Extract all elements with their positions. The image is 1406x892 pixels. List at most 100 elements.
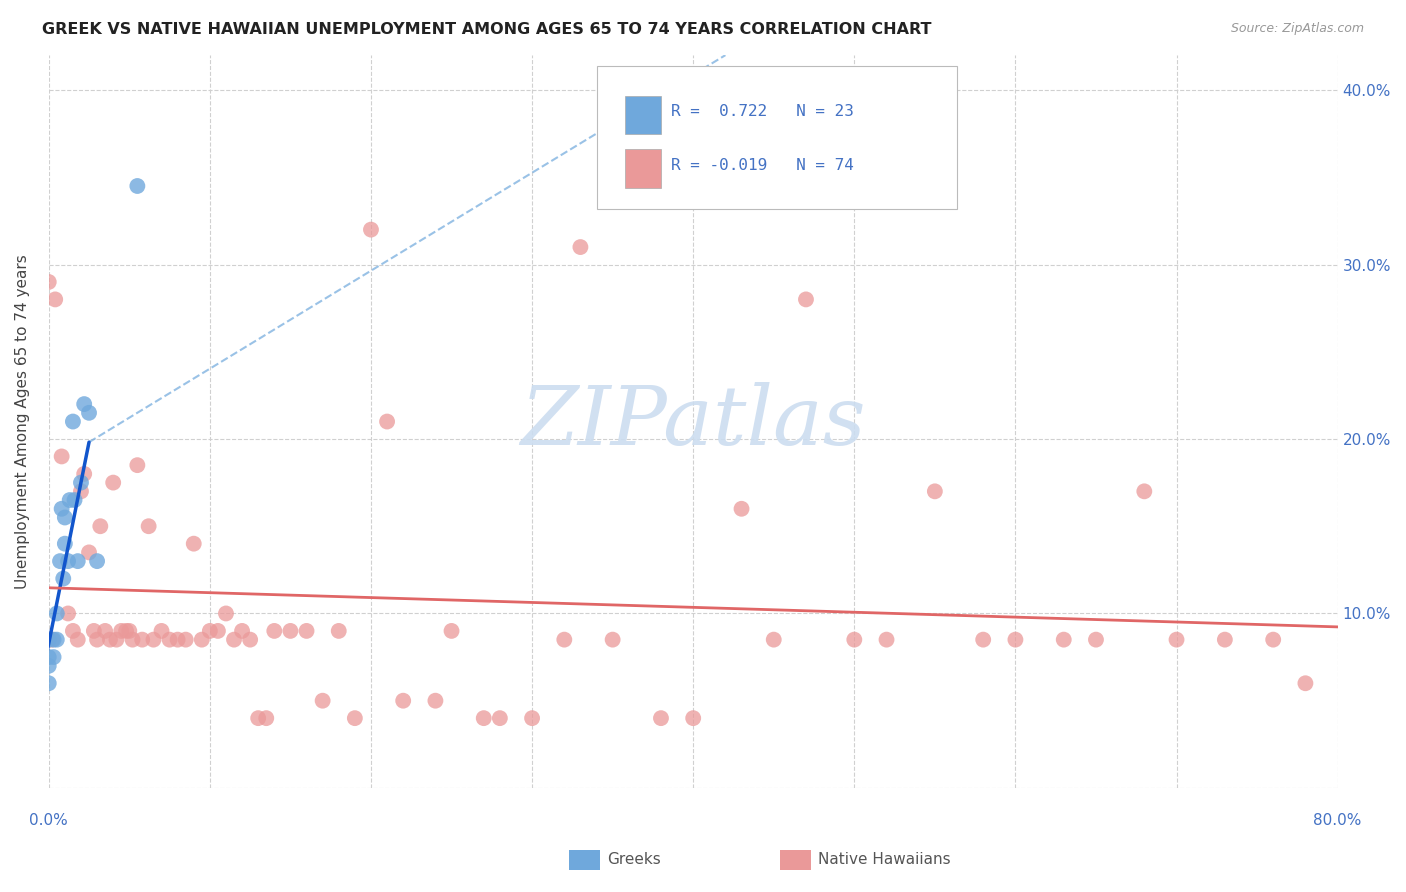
Point <box>38 632 60 647</box>
Point <box>45 632 67 647</box>
Point <box>924 484 946 499</box>
Point <box>375 415 398 429</box>
Point <box>42 650 65 665</box>
Point <box>59 493 82 508</box>
Point <box>1294 676 1316 690</box>
Point <box>115 624 138 638</box>
Point <box>207 624 229 638</box>
Point <box>103 475 125 490</box>
Point <box>56 554 79 568</box>
FancyBboxPatch shape <box>624 149 661 188</box>
Point <box>174 632 197 647</box>
Text: ZIPatlas: ZIPatlas <box>520 382 866 461</box>
Point <box>876 632 898 647</box>
Point <box>138 519 160 533</box>
Point <box>38 658 60 673</box>
Text: 80.0%: 80.0% <box>1313 813 1362 828</box>
Point <box>682 711 704 725</box>
Point <box>191 632 214 647</box>
Point <box>66 554 89 568</box>
Point <box>972 632 994 647</box>
Point <box>1263 632 1285 647</box>
Y-axis label: Unemployment Among Ages 65 to 74 years: Unemployment Among Ages 65 to 74 years <box>15 254 30 589</box>
Point <box>89 519 111 533</box>
Point <box>63 493 86 508</box>
Point <box>328 624 350 638</box>
Point <box>45 607 67 621</box>
Point <box>118 624 141 638</box>
Point <box>650 711 672 725</box>
Point <box>602 632 624 647</box>
Point <box>94 624 117 638</box>
Point <box>198 624 221 638</box>
Point <box>38 275 60 289</box>
Point <box>56 607 79 621</box>
Point <box>183 536 205 550</box>
Text: 0.0%: 0.0% <box>30 813 67 828</box>
Point <box>343 711 366 725</box>
Point <box>730 501 752 516</box>
Point <box>77 406 100 420</box>
Point <box>38 676 60 690</box>
Point <box>38 650 60 665</box>
Point <box>1213 632 1236 647</box>
Point <box>392 694 415 708</box>
Point <box>73 467 96 481</box>
Text: Native Hawaiians: Native Hawaiians <box>818 853 950 867</box>
Point <box>98 632 121 647</box>
Point <box>794 293 817 307</box>
Point <box>247 711 270 725</box>
Point <box>1084 632 1107 647</box>
Point <box>360 222 382 236</box>
Point <box>70 484 93 499</box>
Point <box>38 632 60 647</box>
Point <box>41 632 63 647</box>
Point <box>105 632 128 647</box>
Point <box>263 624 285 638</box>
Point <box>1004 632 1026 647</box>
Point <box>489 711 512 725</box>
Point <box>166 632 188 647</box>
Point <box>762 632 785 647</box>
Text: Greeks: Greeks <box>607 853 661 867</box>
Point <box>239 632 262 647</box>
Point <box>53 536 76 550</box>
Point <box>231 624 253 638</box>
Point <box>86 632 108 647</box>
Point <box>425 694 447 708</box>
Point <box>77 545 100 559</box>
FancyBboxPatch shape <box>624 95 661 135</box>
Point <box>1133 484 1156 499</box>
Point <box>222 632 245 647</box>
Point <box>142 632 165 647</box>
Text: Source: ZipAtlas.com: Source: ZipAtlas.com <box>1230 22 1364 36</box>
Point <box>440 624 463 638</box>
Point <box>83 624 105 638</box>
Point <box>150 624 173 638</box>
Point <box>520 711 543 725</box>
Point <box>62 624 84 638</box>
Point <box>553 632 575 647</box>
Point <box>52 572 75 586</box>
Point <box>53 510 76 524</box>
Point <box>295 624 318 638</box>
Point <box>49 554 72 568</box>
Text: GREEK VS NATIVE HAWAIIAN UNEMPLOYMENT AMONG AGES 65 TO 74 YEARS CORRELATION CHAR: GREEK VS NATIVE HAWAIIAN UNEMPLOYMENT AM… <box>42 22 932 37</box>
Point <box>86 554 108 568</box>
Point <box>844 632 866 647</box>
Point <box>1053 632 1076 647</box>
Point <box>569 240 592 254</box>
Point <box>62 415 84 429</box>
Point <box>42 632 65 647</box>
Point <box>127 179 149 194</box>
Point <box>254 711 277 725</box>
Point <box>70 475 93 490</box>
Point <box>311 694 333 708</box>
Point <box>131 632 153 647</box>
Point <box>51 501 73 516</box>
Point <box>121 632 143 647</box>
Point <box>51 450 73 464</box>
FancyBboxPatch shape <box>596 66 957 209</box>
Point <box>66 632 89 647</box>
Point <box>159 632 181 647</box>
